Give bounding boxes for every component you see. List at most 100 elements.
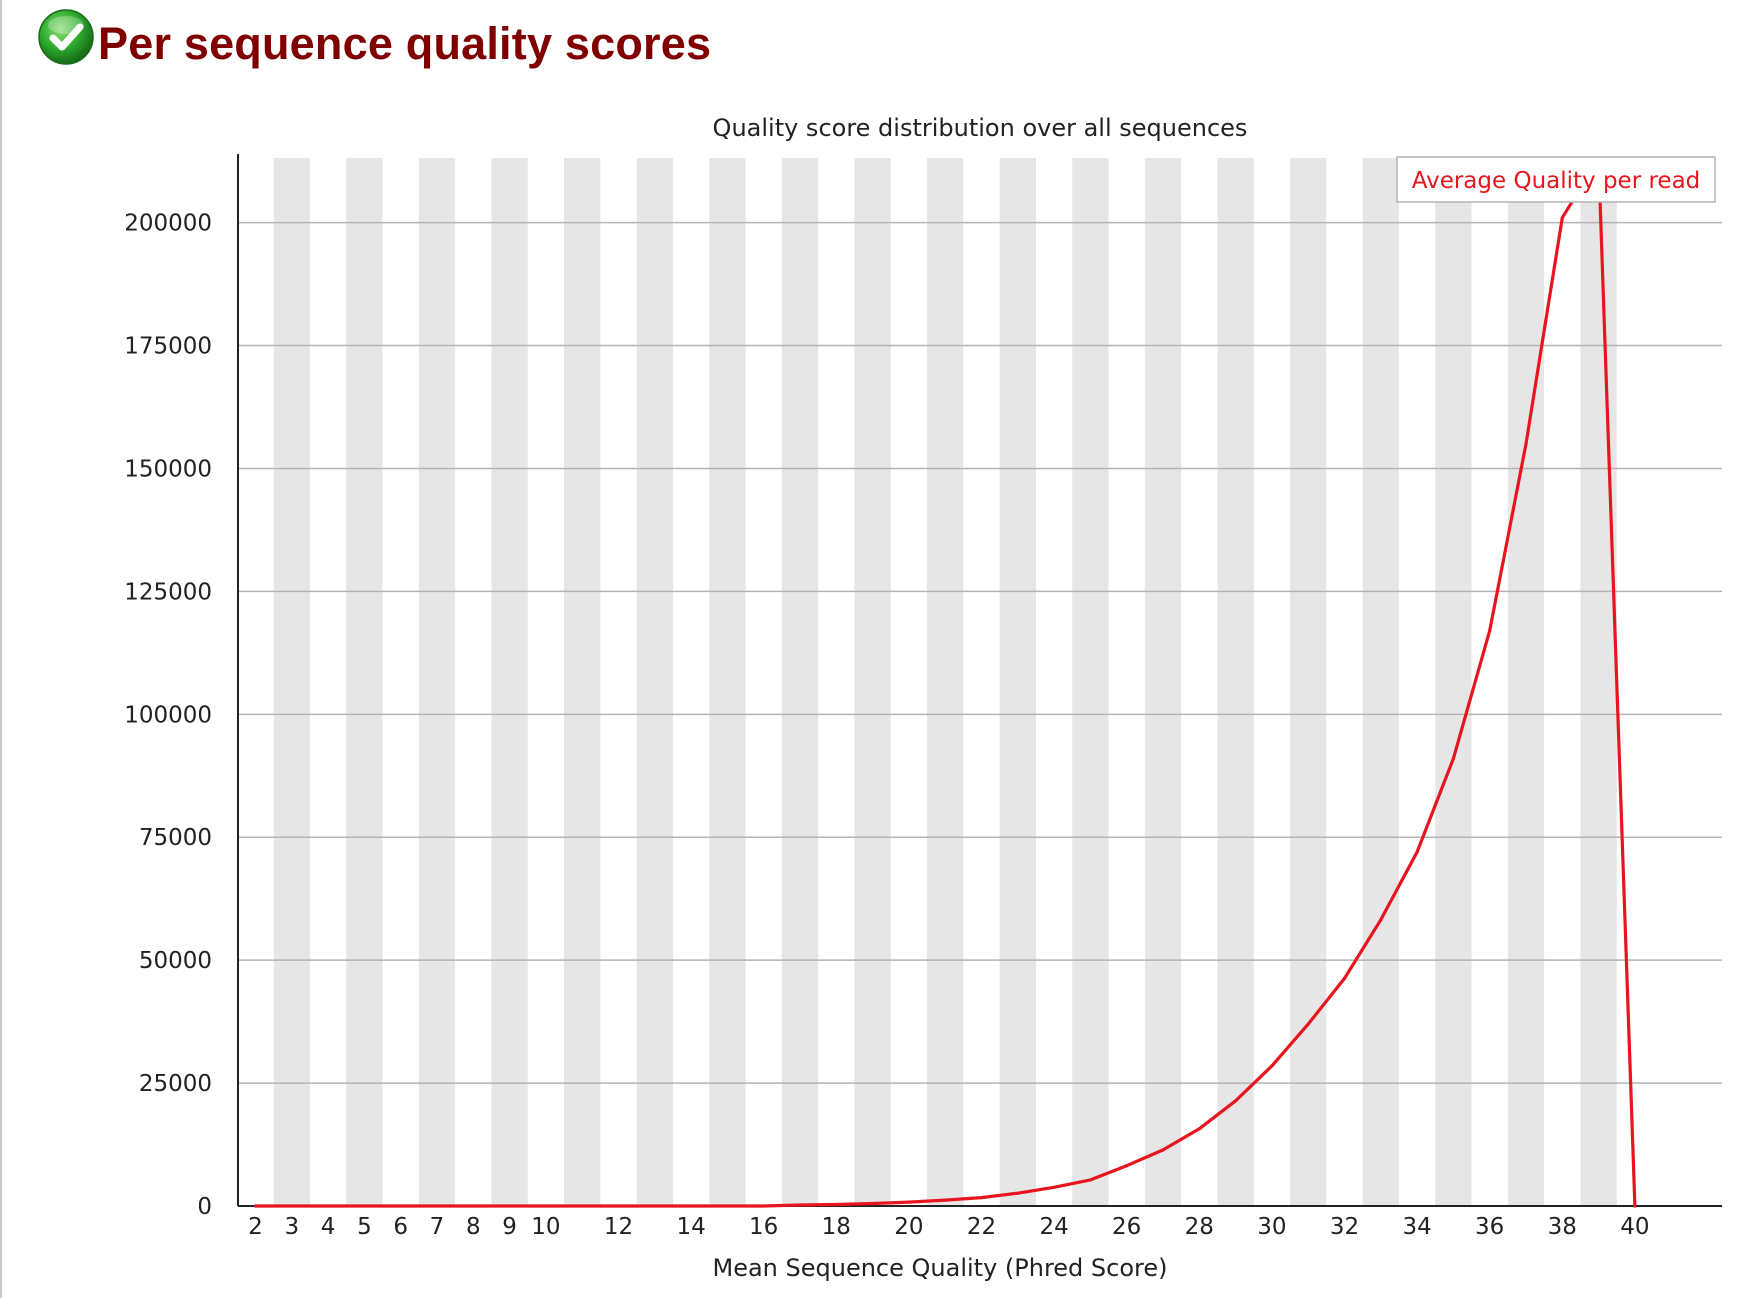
y-tick-label: 100000 bbox=[124, 702, 212, 728]
x-tick-label: 7 bbox=[430, 1214, 445, 1240]
x-tick-label: 32 bbox=[1330, 1214, 1359, 1240]
x-tick-label: 26 bbox=[1112, 1214, 1141, 1240]
data-point bbox=[290, 1204, 294, 1208]
x-tick-label: 2 bbox=[248, 1214, 263, 1240]
y-tick-label: 200000 bbox=[124, 211, 212, 237]
x-tick-label: 40 bbox=[1620, 1214, 1649, 1240]
x-tick-label: 12 bbox=[604, 1214, 633, 1240]
data-point bbox=[253, 1204, 258, 1208]
column-band bbox=[564, 158, 601, 1206]
x-tick-label: 24 bbox=[1039, 1214, 1068, 1240]
data-point bbox=[834, 1202, 838, 1207]
x-tick-label: 22 bbox=[967, 1214, 996, 1240]
data-point bbox=[871, 1201, 875, 1206]
x-tick-label: 14 bbox=[676, 1214, 705, 1240]
data-point bbox=[1234, 1099, 1238, 1103]
x-tick-label: 34 bbox=[1402, 1214, 1431, 1240]
y-tick-label: 125000 bbox=[124, 579, 212, 605]
data-point bbox=[689, 1204, 693, 1208]
page-title: Per sequence quality scores bbox=[98, 18, 712, 69]
chart-title: Quality score distribution over all sequ… bbox=[713, 114, 1248, 142]
module-header: Per sequence quality scores bbox=[36, 4, 711, 84]
y-tick-label: 75000 bbox=[139, 825, 212, 851]
data-point bbox=[653, 1204, 657, 1208]
y-tick-label: 175000 bbox=[124, 334, 212, 360]
check-circle-icon bbox=[38, 9, 94, 65]
column-band bbox=[1144, 158, 1182, 1206]
column-band bbox=[1435, 158, 1472, 1206]
x-tick-label: 16 bbox=[749, 1214, 778, 1240]
data-point bbox=[907, 1200, 911, 1204]
column-band bbox=[927, 158, 964, 1206]
y-tick-label: 50000 bbox=[139, 948, 212, 974]
data-point bbox=[362, 1204, 366, 1208]
column-band bbox=[1580, 158, 1617, 1206]
axes bbox=[237, 154, 1722, 1207]
column-band bbox=[781, 158, 819, 1206]
x-tick-label: 8 bbox=[466, 1214, 481, 1240]
column-band bbox=[1507, 158, 1545, 1206]
data-point bbox=[943, 1198, 947, 1202]
x-tick-label: 9 bbox=[502, 1214, 517, 1240]
left-border bbox=[0, 0, 2, 1298]
legend-entry: Average Quality per read bbox=[1412, 168, 1701, 194]
x-tick-label: 18 bbox=[822, 1214, 851, 1240]
data-point bbox=[1342, 976, 1347, 980]
data-point bbox=[1379, 918, 1383, 922]
x-tick-label: 36 bbox=[1475, 1214, 1504, 1240]
column-band bbox=[854, 158, 891, 1206]
column-band bbox=[636, 158, 673, 1206]
x-axis-label: Mean Sequence Quality (Phred Score) bbox=[712, 1254, 1167, 1282]
data-point bbox=[762, 1204, 766, 1208]
data-point bbox=[1270, 1064, 1274, 1068]
data-point bbox=[435, 1204, 439, 1208]
data-point bbox=[471, 1204, 475, 1208]
data-point bbox=[508, 1204, 512, 1208]
x-tick-label: 4 bbox=[321, 1214, 336, 1240]
data-point bbox=[1415, 850, 1419, 854]
x-tick-label: 3 bbox=[284, 1214, 299, 1240]
x-tick-label: 10 bbox=[531, 1214, 560, 1240]
legend: Average Quality per read bbox=[1396, 156, 1716, 203]
data-point bbox=[1560, 216, 1564, 220]
x-tick-label: 20 bbox=[894, 1214, 923, 1240]
y-tick-label: 25000 bbox=[139, 1071, 212, 1097]
column-bands bbox=[273, 158, 1617, 1206]
legend-box bbox=[1396, 156, 1716, 203]
data-point bbox=[1488, 629, 1492, 633]
data-point bbox=[798, 1203, 802, 1207]
column-band bbox=[709, 158, 746, 1206]
data-point bbox=[580, 1204, 584, 1208]
column-band bbox=[346, 158, 383, 1206]
data-point bbox=[1633, 1204, 1637, 1208]
series-layer bbox=[253, 157, 1637, 1208]
data-point bbox=[1306, 1022, 1310, 1026]
data-point bbox=[1451, 756, 1455, 761]
data-point bbox=[399, 1204, 403, 1208]
data-point bbox=[1016, 1191, 1020, 1195]
data-point bbox=[1197, 1127, 1201, 1131]
data-point bbox=[544, 1204, 548, 1208]
data-point bbox=[1088, 1178, 1092, 1182]
column-band bbox=[1290, 158, 1327, 1206]
column-band bbox=[1217, 158, 1254, 1206]
horizontal-gridlines bbox=[238, 221, 1722, 1084]
data-point bbox=[1052, 1185, 1056, 1189]
x-tick-label: 28 bbox=[1185, 1214, 1214, 1240]
x-tick-label: 30 bbox=[1257, 1214, 1286, 1240]
x-tick-labels: 2 3 4 5 6 7 8 9 10 12 14 16 18 20 22 24 26 28 30 32 34 36 38 40 bbox=[248, 1214, 1649, 1240]
data-point bbox=[1161, 1148, 1165, 1152]
x-tick-label: 6 bbox=[393, 1214, 408, 1240]
data-point bbox=[1125, 1164, 1129, 1168]
data-point bbox=[979, 1196, 984, 1200]
x-tick-label: 5 bbox=[357, 1214, 372, 1240]
data-point bbox=[616, 1204, 621, 1208]
data-point bbox=[1524, 442, 1528, 446]
column-band bbox=[273, 158, 310, 1206]
column-band bbox=[1072, 158, 1109, 1206]
x-tick-label: 38 bbox=[1548, 1214, 1577, 1240]
y-tick-label: 150000 bbox=[124, 456, 212, 482]
column-band bbox=[491, 158, 528, 1206]
column-band bbox=[999, 158, 1036, 1206]
